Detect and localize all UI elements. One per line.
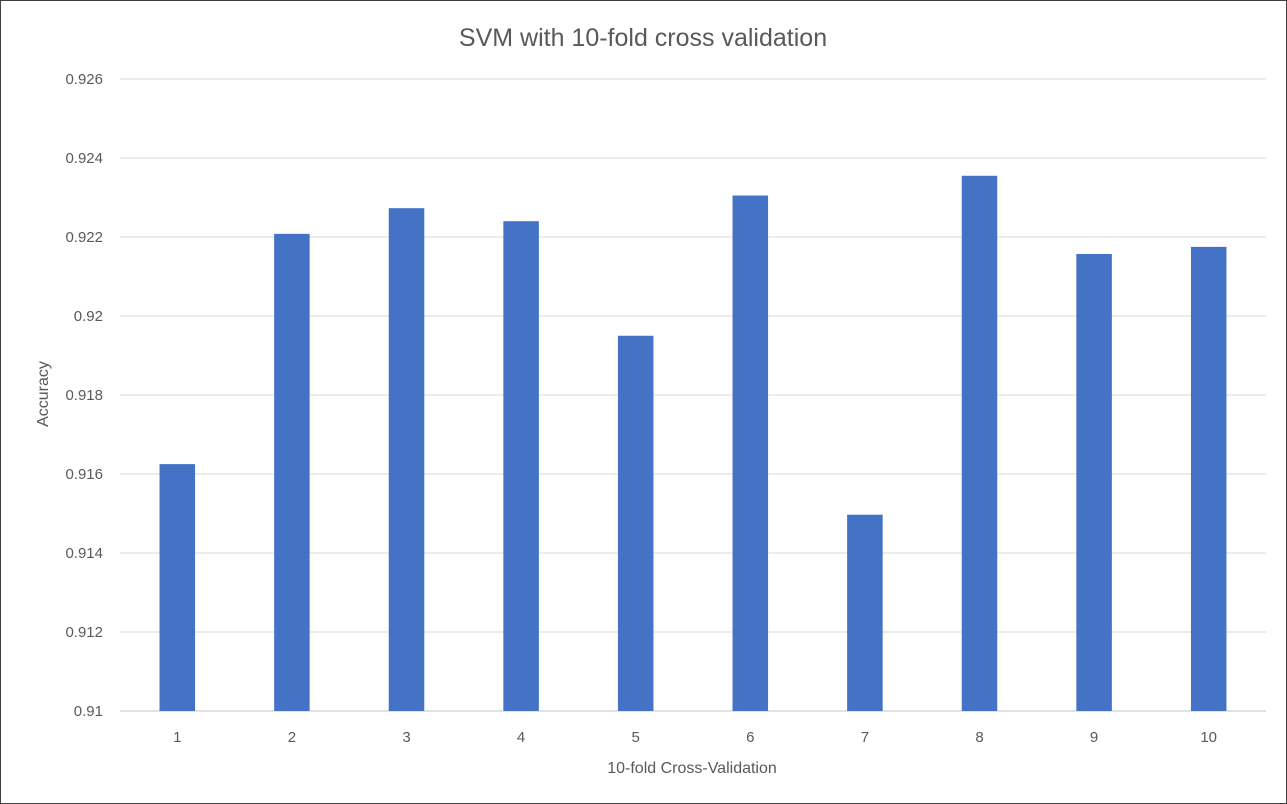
bar <box>617 335 654 711</box>
bar <box>732 195 769 711</box>
x-tick-label: 7 <box>861 729 869 746</box>
bars <box>159 175 1227 712</box>
bar <box>274 233 310 711</box>
y-tick-label: 0.926 <box>65 71 103 88</box>
x-tick-label: 3 <box>402 729 410 746</box>
x-tick-label: 9 <box>1090 729 1098 746</box>
x-axis-title: 10-fold Cross-Validation <box>607 760 777 777</box>
x-tick-label: 1 <box>173 729 181 746</box>
y-tick-labels: 0.91 0.912 0.914 0.916 0.918 0.92 0.922 0.924 0.… <box>65 71 103 720</box>
gridlines <box>120 78 1266 712</box>
y-tick-label: 0.92 <box>74 308 103 325</box>
y-tick-label: 0.912 <box>65 624 103 641</box>
y-tick-label: 0.914 <box>65 545 103 562</box>
y-tick-label: 0.916 <box>65 466 103 483</box>
x-tick-label: 4 <box>517 729 525 746</box>
bar <box>159 464 196 711</box>
bar <box>388 208 425 712</box>
bar <box>961 175 998 711</box>
chart-title: SVM with 10-fold cross validation <box>459 24 827 52</box>
y-tick-label: 0.918 <box>65 387 103 404</box>
x-tick-label: 5 <box>632 729 640 746</box>
bar <box>1190 246 1227 711</box>
y-axis-title: Accuracy <box>35 361 52 427</box>
x-tick-label: 8 <box>975 729 983 746</box>
y-tick-label: 0.91 <box>74 703 103 720</box>
x-tick-label: 2 <box>288 729 296 746</box>
y-tick-label: 0.924 <box>65 150 103 167</box>
x-tick-labels: 1 2 3 4 5 6 7 8 9 10 <box>173 729 1217 746</box>
y-tick-label: 0.922 <box>65 229 103 246</box>
bar <box>1076 253 1112 712</box>
bar <box>503 221 539 711</box>
bar <box>847 514 883 711</box>
x-tick-label: 6 <box>746 729 754 746</box>
x-tick-label: 10 <box>1200 729 1217 746</box>
